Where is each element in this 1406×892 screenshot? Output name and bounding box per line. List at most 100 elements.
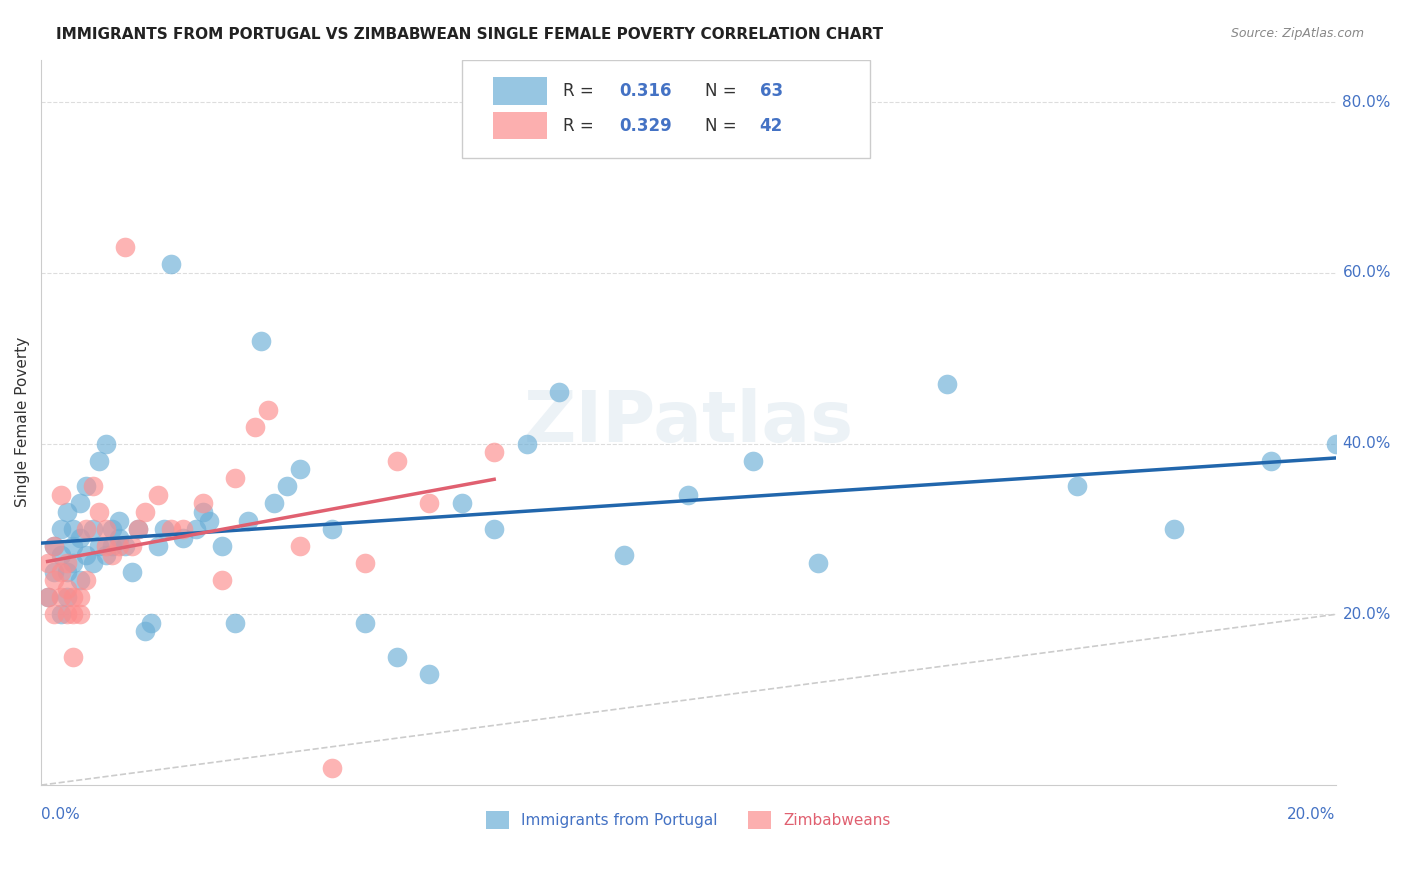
Point <box>49 488 72 502</box>
Text: 0.329: 0.329 <box>620 117 672 135</box>
Point <box>450 496 472 510</box>
Point <box>153 522 176 536</box>
Point <box>62 556 84 570</box>
Point <box>89 505 111 519</box>
Point <box>69 574 91 588</box>
Point <box>56 556 79 570</box>
Y-axis label: Single Female Poverty: Single Female Poverty <box>15 337 30 508</box>
Point <box>1066 479 1088 493</box>
Point <box>75 548 97 562</box>
Point <box>1260 454 1282 468</box>
Point <box>62 650 84 665</box>
Text: IMMIGRANTS FROM PORTUGAL VS ZIMBABWEAN SINGLE FEMALE POVERTY CORRELATION CHART: IMMIGRANTS FROM PORTUGAL VS ZIMBABWEAN S… <box>56 27 883 42</box>
Point <box>211 574 233 588</box>
Text: N =: N = <box>706 82 742 100</box>
Text: 40.0%: 40.0% <box>1343 436 1391 451</box>
Point <box>159 257 181 271</box>
Legend: Immigrants from Portugal, Zimbabweans: Immigrants from Portugal, Zimbabweans <box>479 805 897 836</box>
Point <box>37 591 59 605</box>
Point <box>94 539 117 553</box>
Point <box>114 240 136 254</box>
Point <box>69 531 91 545</box>
FancyBboxPatch shape <box>461 60 869 158</box>
Point <box>186 522 208 536</box>
Point <box>482 445 505 459</box>
Point <box>56 505 79 519</box>
Point <box>276 479 298 493</box>
Point <box>37 556 59 570</box>
Point <box>482 522 505 536</box>
Text: 0.0%: 0.0% <box>41 807 80 822</box>
Point <box>42 565 65 579</box>
Point <box>321 522 343 536</box>
Point <box>515 436 537 450</box>
Point <box>114 539 136 553</box>
Point <box>256 402 278 417</box>
Point <box>62 522 84 536</box>
Point <box>75 574 97 588</box>
Point <box>353 615 375 630</box>
Point <box>321 761 343 775</box>
Point <box>75 522 97 536</box>
Point <box>89 539 111 553</box>
FancyBboxPatch shape <box>494 77 547 104</box>
Point <box>82 556 104 570</box>
Text: R =: R = <box>562 82 599 100</box>
Text: 0.316: 0.316 <box>620 82 672 100</box>
Point <box>134 624 156 639</box>
Point <box>56 591 79 605</box>
Point <box>146 488 169 502</box>
Text: Source: ZipAtlas.com: Source: ZipAtlas.com <box>1230 27 1364 40</box>
Point <box>418 667 440 681</box>
Point <box>56 565 79 579</box>
Point <box>56 582 79 596</box>
Point <box>69 607 91 622</box>
Point <box>107 539 129 553</box>
Point <box>807 556 830 570</box>
Point <box>936 376 959 391</box>
Text: ZIPatlas: ZIPatlas <box>523 388 853 457</box>
Point <box>49 548 72 562</box>
Point <box>243 419 266 434</box>
Point <box>75 479 97 493</box>
Point <box>62 591 84 605</box>
Text: R =: R = <box>562 117 599 135</box>
Point <box>37 591 59 605</box>
Text: 42: 42 <box>759 117 783 135</box>
Point <box>101 539 124 553</box>
Point <box>250 334 273 349</box>
Point <box>385 650 408 665</box>
FancyBboxPatch shape <box>494 112 547 139</box>
Text: 80.0%: 80.0% <box>1343 95 1391 110</box>
Point <box>42 539 65 553</box>
Text: 20.0%: 20.0% <box>1343 607 1391 622</box>
Point <box>678 488 700 502</box>
Point <box>82 479 104 493</box>
Point <box>121 539 143 553</box>
Point <box>353 556 375 570</box>
Point <box>146 539 169 553</box>
Text: 60.0%: 60.0% <box>1343 266 1391 280</box>
Point <box>548 385 571 400</box>
Point <box>224 615 246 630</box>
Point <box>94 548 117 562</box>
Point <box>94 436 117 450</box>
Point <box>49 565 72 579</box>
Point <box>69 496 91 510</box>
Point <box>191 496 214 510</box>
Point <box>173 531 195 545</box>
Point <box>139 615 162 630</box>
Point <box>69 591 91 605</box>
Point <box>49 522 72 536</box>
Point <box>127 522 149 536</box>
Text: N =: N = <box>706 117 742 135</box>
Point <box>742 454 765 468</box>
Point <box>94 522 117 536</box>
Point <box>159 522 181 536</box>
Point <box>613 548 636 562</box>
Point <box>107 531 129 545</box>
Point <box>101 522 124 536</box>
Point <box>56 607 79 622</box>
Text: 63: 63 <box>759 82 783 100</box>
Point <box>173 522 195 536</box>
